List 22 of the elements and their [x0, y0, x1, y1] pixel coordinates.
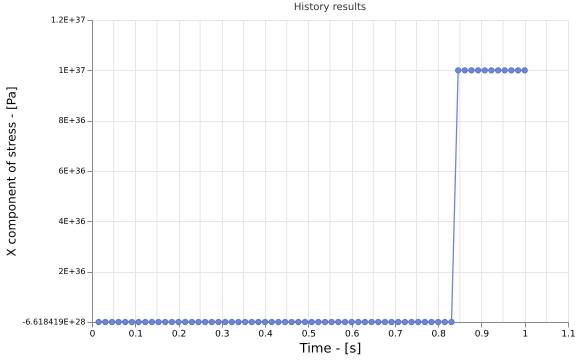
y-tick-label: 2E+36: [58, 267, 86, 276]
y-tick-label: 1.2E+37: [50, 16, 86, 24]
x-tick-label: 0.5: [302, 330, 316, 340]
x-tick-label: 0.7: [388, 330, 403, 340]
y-tick-label: 8E+36: [58, 116, 86, 126]
x-tick-label: 0.1: [128, 330, 143, 340]
y-tick-label: 6E+36: [58, 166, 86, 176]
y-axis-title: X component of stress - [Pa]: [4, 86, 19, 257]
x-tick-label: 1: [522, 330, 528, 340]
y-tick-label: 4E+36: [58, 216, 86, 226]
x-tick-label: 0.9: [474, 330, 490, 340]
chart-title: History results: [294, 2, 366, 13]
x-tick-label: 1.1: [561, 330, 576, 340]
x-axis-title: Time - [s]: [298, 342, 362, 356]
x-tick-label: 0.6: [344, 330, 360, 340]
x-tick-label: 0.2: [172, 330, 186, 340]
x-tick-label: 0.8: [432, 330, 446, 340]
x-tick-label: 0.3: [215, 330, 230, 340]
x-tick-label: 0.4: [258, 330, 274, 340]
y-tick-label: -6.618419E+28: [22, 318, 86, 326]
x-tick-label: 0: [90, 330, 96, 340]
y-tick-label: 1E+37: [58, 66, 86, 75]
